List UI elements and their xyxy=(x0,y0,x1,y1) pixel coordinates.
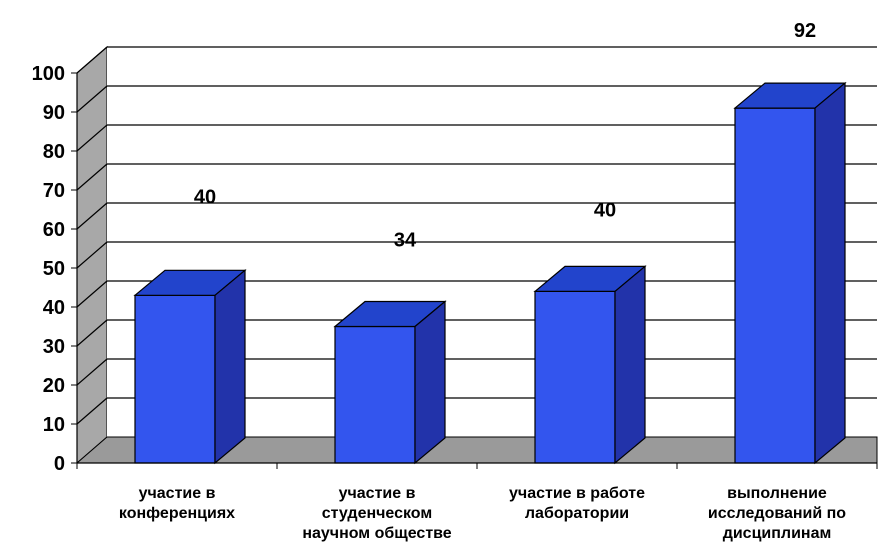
x-axis: участие в конференциях участие в студенческ… xyxy=(76,462,878,542)
x-tick-label: участие в работе лаборатории xyxy=(509,485,645,522)
bar-side xyxy=(614,265,646,465)
data-label: 92 xyxy=(794,20,816,42)
bar xyxy=(733,81,847,465)
y-axis: 0 10 20 30 40 50 60 70 80 90 100 xyxy=(32,63,78,475)
bar xyxy=(333,300,447,465)
gridline-side xyxy=(76,85,108,113)
x-tick-label-line: научном обществе xyxy=(302,525,451,542)
bar xyxy=(533,265,647,465)
data-label: 40 xyxy=(194,186,216,208)
x-tick-label-line: конференциях xyxy=(119,505,235,522)
x-tick-label: участие в конференциях xyxy=(119,485,235,522)
x-tick-label-line: участие в xyxy=(139,485,216,502)
gridline-side xyxy=(76,124,108,152)
bar-front xyxy=(134,294,216,464)
data-labels: 40 34 40 92 xyxy=(194,20,816,252)
bar-front xyxy=(334,325,416,464)
bar-side xyxy=(214,269,246,465)
y-tick-label: 90 xyxy=(43,102,65,124)
x-tick-label-line: участие в xyxy=(339,485,416,502)
gridline-side xyxy=(76,241,108,269)
x-tick-label-line: дисциплинам xyxy=(723,525,832,542)
x-tick-label-line: лаборатории xyxy=(525,505,629,522)
gridline-side xyxy=(76,202,108,230)
y-tick-label: 10 xyxy=(43,414,65,436)
y-tick-label: 40 xyxy=(43,297,65,319)
gridline-side xyxy=(76,358,108,386)
bar-front xyxy=(734,107,816,464)
x-tick-label-line: студенческом xyxy=(322,505,432,522)
bar-front xyxy=(534,290,616,464)
x-tick-label-line: участие в работе xyxy=(509,485,645,502)
y-tick-label: 70 xyxy=(43,180,65,202)
bar-side xyxy=(814,81,846,465)
x-tick-label: выполнение исследований по дисциплинам xyxy=(708,485,846,542)
y-tick-label: 20 xyxy=(43,375,65,397)
bars xyxy=(133,81,847,465)
y-tick-label: 60 xyxy=(43,219,65,241)
y-tick-label: 80 xyxy=(43,141,65,163)
gridline-side xyxy=(76,163,108,191)
data-label: 40 xyxy=(594,199,616,221)
y-tick-label: 100 xyxy=(32,63,65,85)
gridline-side xyxy=(76,280,108,308)
x-tick-label-line: исследований по xyxy=(708,505,846,522)
data-label: 34 xyxy=(394,230,417,252)
gridline-side xyxy=(76,397,108,425)
y-tick-label: 30 xyxy=(43,336,65,358)
x-tick-label-line: выполнение xyxy=(727,485,827,502)
y-tick-label: 0 xyxy=(54,453,65,475)
x-tick-label: участие в студенческом научном обществе xyxy=(302,485,451,542)
y-tick-label: 50 xyxy=(43,258,65,280)
gridline-side xyxy=(76,319,108,347)
bar xyxy=(133,269,247,465)
gridline-side xyxy=(76,46,108,74)
bar-side xyxy=(414,300,446,465)
